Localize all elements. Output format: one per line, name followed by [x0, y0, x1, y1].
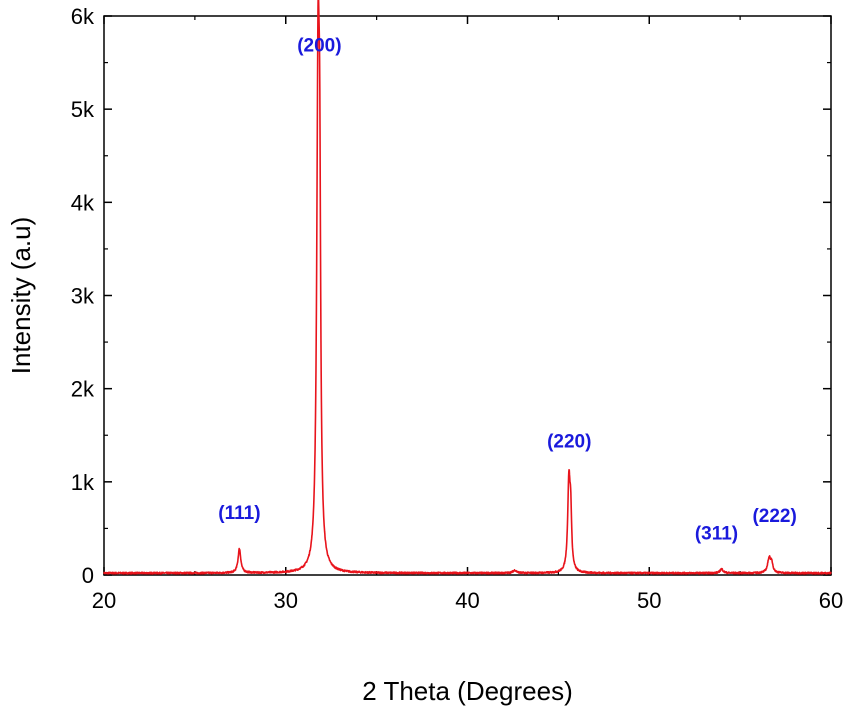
x-tick-label: 20	[92, 588, 116, 613]
y-axis: 0 1k 2k 3k 4k 5k 6k	[71, 4, 831, 588]
plot-frame-group	[103, 15, 832, 576]
x-tick-label: 50	[637, 588, 661, 613]
peak-label: (200)	[297, 35, 341, 56]
y-tick-label: 1k	[71, 470, 95, 495]
peak-label: (220)	[547, 431, 591, 452]
peak-label: (222)	[752, 506, 796, 527]
x-tick-label: 60	[819, 588, 843, 613]
x-axis: 20 30 40 50 60	[92, 16, 843, 613]
y-tick-label: 2k	[71, 377, 95, 402]
plot-frame	[103, 15, 832, 576]
y-tick-label: 0	[82, 563, 94, 588]
x-tick-label: 40	[455, 588, 479, 613]
y-tick-label: 3k	[71, 284, 95, 309]
y-tick-label: 6k	[71, 4, 95, 29]
x-axis-title: 2 Theta (Degrees)	[362, 676, 573, 706]
y-axis-title: Intensity (a.u)	[6, 217, 36, 375]
peak-label: (311)	[695, 524, 738, 545]
peak-label: (111)	[218, 503, 260, 524]
peak-annotations: (111) (200) (220) (311) (222)	[218, 35, 797, 544]
y-tick-label: 4k	[71, 190, 95, 215]
xrd-pattern-line	[103, 0, 832, 575]
x-tick-label: 30	[274, 588, 298, 613]
y-tick-label: 5k	[71, 97, 95, 122]
